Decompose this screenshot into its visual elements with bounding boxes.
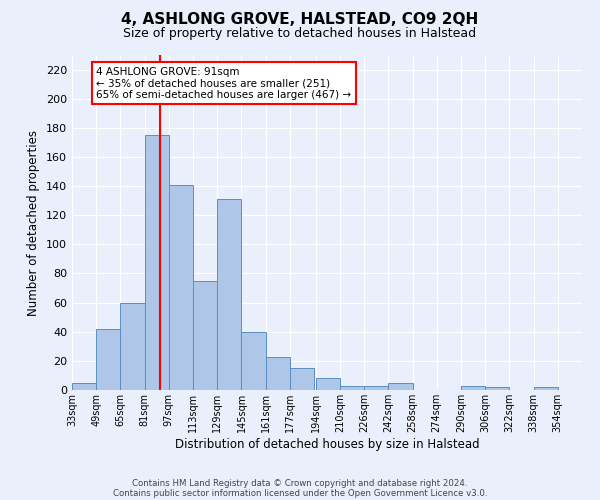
Bar [533, 387, 558, 390]
Text: 4 ASHLONG GROVE: 91sqm
← 35% of detached houses are smaller (251)
65% of semi-de: 4 ASHLONG GROVE: 91sqm ← 35% of detached… [96, 66, 352, 100]
X-axis label: Distribution of detached houses by size in Halstead: Distribution of detached houses by size … [175, 438, 479, 450]
Bar [364, 386, 388, 390]
Bar [193, 281, 217, 390]
Bar [340, 386, 364, 390]
Bar [121, 302, 145, 390]
Bar [145, 135, 169, 390]
Text: 4, ASHLONG GROVE, HALSTEAD, CO9 2QH: 4, ASHLONG GROVE, HALSTEAD, CO9 2QH [121, 12, 479, 28]
Bar [485, 387, 509, 390]
Bar [96, 329, 121, 390]
Bar [169, 184, 193, 390]
Text: Contains HM Land Registry data © Crown copyright and database right 2024.: Contains HM Land Registry data © Crown c… [132, 478, 468, 488]
Text: Size of property relative to detached houses in Halstead: Size of property relative to detached ho… [124, 28, 476, 40]
Bar [217, 199, 241, 390]
Bar [241, 332, 266, 390]
Bar [388, 382, 413, 390]
Bar [461, 386, 485, 390]
Bar [290, 368, 314, 390]
Bar [72, 382, 96, 390]
Bar [316, 378, 340, 390]
Y-axis label: Number of detached properties: Number of detached properties [28, 130, 40, 316]
Bar [266, 356, 290, 390]
Text: Contains public sector information licensed under the Open Government Licence v3: Contains public sector information licen… [113, 488, 487, 498]
